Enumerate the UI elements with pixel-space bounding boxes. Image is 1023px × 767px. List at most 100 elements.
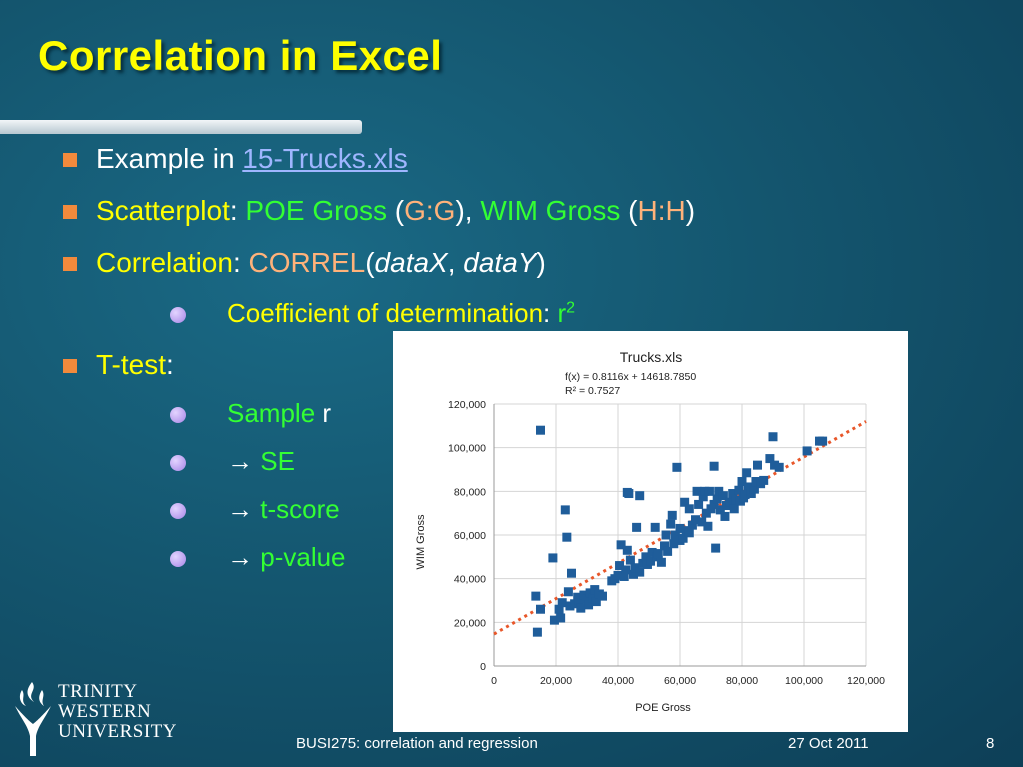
data-point: [653, 549, 663, 559]
data-point: [692, 486, 702, 496]
x-tick-label: 80,000: [726, 675, 758, 687]
data-point: [759, 475, 769, 485]
datay-arg: dataY: [463, 247, 537, 278]
correl-function: CORREL: [248, 247, 366, 278]
logo-line-1: TRINITY: [58, 681, 138, 702]
data-point: [570, 599, 580, 609]
data-point: [582, 594, 592, 604]
data-point: [585, 588, 595, 598]
data-point: [712, 494, 722, 504]
data-point: [536, 425, 545, 435]
y-tick-label: 60,000: [454, 530, 486, 542]
y-axis-label: WIM Gross: [415, 514, 427, 569]
paren: ): [536, 247, 546, 278]
data-point: [709, 499, 719, 509]
data-point: [734, 485, 744, 495]
data-point: [615, 561, 625, 571]
data-points: [531, 425, 828, 637]
logo-line-3: UNIVERSITY: [58, 721, 177, 742]
y-tick-label: 120,000: [448, 399, 486, 411]
data-point: [549, 615, 559, 625]
footer-date: 27 Oct 2011: [788, 735, 869, 752]
data-point: [646, 556, 656, 566]
data-point: [701, 508, 711, 518]
data-point: [753, 460, 762, 470]
separator: :: [543, 298, 558, 328]
scatter-chart-svg: Trucks.xls f(x) = 0.8116x + 14618.7850 R…: [415, 349, 885, 714]
arrow-icon: →: [227, 446, 261, 476]
trucks-file-link[interactable]: 15-Trucks.xls: [242, 143, 408, 174]
data-point: [625, 555, 635, 565]
paren: (: [365, 247, 375, 278]
trendline-path: [493, 420, 867, 636]
data-point: [731, 495, 741, 505]
data-point: [638, 558, 648, 568]
data-point: [684, 504, 694, 514]
data-point: [698, 492, 708, 502]
separator: :: [232, 247, 249, 278]
data-point: [765, 454, 775, 464]
data-point: [565, 601, 575, 611]
square-bullet-icon: [63, 359, 77, 373]
circle-bullet-icon: [170, 503, 186, 519]
data-point: [630, 563, 640, 573]
data-point: [560, 505, 570, 515]
data-point: [714, 486, 724, 496]
correlation-label: Correlation: [96, 247, 233, 278]
data-point: [590, 585, 600, 595]
data-point: [675, 523, 685, 533]
data-point: [718, 491, 728, 501]
data-point: [751, 477, 761, 487]
arrow-icon: →: [227, 542, 261, 572]
data-point: [694, 499, 704, 509]
data-point: [663, 546, 673, 556]
x-tick-label: 120,000: [847, 675, 885, 687]
data-point: [613, 570, 623, 580]
data-point: [661, 530, 671, 540]
data-point: [563, 587, 573, 597]
scatterplot-label: Scatterplot: [96, 195, 230, 226]
data-point: [703, 521, 713, 531]
x-tick-label: 40,000: [602, 675, 634, 687]
data-point: [742, 468, 752, 478]
circle-bullet-icon: [170, 551, 186, 567]
data-point: [700, 486, 710, 496]
data-point: [711, 543, 721, 553]
data-point: [770, 460, 780, 470]
data-point: [667, 510, 677, 520]
circle-bullet-icon: [170, 307, 186, 323]
wim-gross-text: WIM Gross: [480, 195, 621, 226]
y-tick-label: 100,000: [448, 443, 486, 455]
square-bullet-icon: [63, 257, 77, 271]
data-point: [666, 519, 676, 529]
data-point: [554, 604, 564, 614]
data-point: [728, 489, 738, 499]
slide-title: Correlation in Excel: [38, 32, 443, 79]
data-point: [740, 490, 750, 500]
y-tick-label: 20,000: [454, 617, 486, 629]
data-point: [624, 489, 634, 499]
data-point: [531, 591, 541, 601]
datax-arg: dataX: [374, 247, 448, 278]
data-point: [574, 598, 584, 608]
arrow-icon: →: [227, 494, 261, 524]
data-point: [697, 517, 707, 527]
data-point: [616, 540, 626, 550]
data-point: [576, 603, 586, 613]
data-point: [557, 598, 567, 608]
trendline: [493, 420, 867, 636]
data-point: [548, 553, 558, 563]
university-name: TRINITY WESTERN UNIVERSITY: [58, 682, 177, 742]
data-point: [591, 597, 601, 607]
x-tick-label: 20,000: [540, 675, 572, 687]
y-tick-label: 0: [480, 661, 486, 673]
data-point: [641, 552, 651, 562]
data-point: [650, 522, 660, 532]
squared-superscript: 2: [566, 299, 576, 317]
data-point: [670, 530, 680, 540]
data-point: [619, 571, 629, 581]
data-point: [715, 505, 725, 515]
logo-line-2: WESTERN: [58, 701, 152, 722]
data-point: [802, 446, 812, 456]
data-point: [678, 533, 688, 543]
